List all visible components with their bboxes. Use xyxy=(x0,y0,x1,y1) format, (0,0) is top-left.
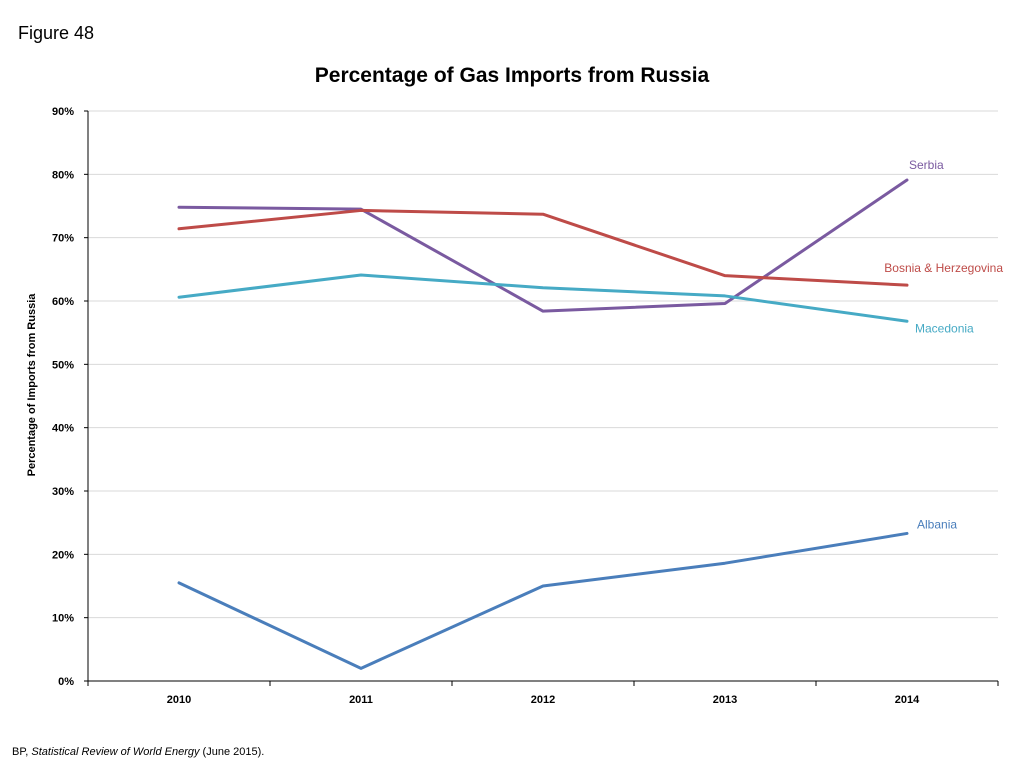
gridlines xyxy=(88,110,998,619)
y-tick-label: 40% xyxy=(52,423,74,435)
series-line-macedonia xyxy=(177,273,909,323)
series-label: Albania xyxy=(917,517,957,531)
figure-label: Figure 48 xyxy=(18,23,95,43)
y-tick-label: 60% xyxy=(52,296,74,308)
source-title: Statistical Review of World Energy xyxy=(31,746,200,758)
source-suffix: (June 2015). xyxy=(199,746,265,758)
series-line-albania xyxy=(177,531,909,670)
y-axis-label: Percentage of Imports from Russia xyxy=(26,293,38,477)
series-label: Macedonia xyxy=(915,321,974,335)
series-line-bosnia-herzegovina xyxy=(177,208,909,287)
y-tick-labels: 0% 10% 20% 30% 40% 50% 60% 70% 80% 90% xyxy=(52,106,74,688)
series-label: Serbia xyxy=(909,158,944,172)
x-tick-label: 2013 xyxy=(713,694,737,706)
source-note: BP, Statistical Review of World Energy (… xyxy=(12,746,264,758)
x-tick-label: 2011 xyxy=(349,694,373,706)
y-tick-label: 80% xyxy=(52,169,74,181)
series-line-serbia xyxy=(177,178,909,313)
x-tick-labels: 2010 2011 2012 2013 2014 xyxy=(167,694,920,706)
series-lines xyxy=(177,178,909,670)
y-tick-label: 30% xyxy=(52,486,74,498)
series-labels: Serbia Bosnia & Herzegovina Macedonia Alban… xyxy=(884,158,1003,531)
y-tick-label: 0% xyxy=(58,676,74,688)
x-tick-label: 2014 xyxy=(895,694,920,706)
axes xyxy=(84,110,999,686)
y-tick-label: 20% xyxy=(52,549,74,561)
x-tick-label: 2010 xyxy=(167,694,191,706)
y-tick-label: 50% xyxy=(52,359,74,371)
y-tick-label: 70% xyxy=(52,233,74,245)
y-tick-label: 10% xyxy=(52,613,74,625)
x-tick-label: 2012 xyxy=(531,694,555,706)
y-tick-label: 90% xyxy=(52,106,74,118)
series-label: Bosnia & Herzegovina xyxy=(884,261,1003,275)
source-prefix: BP, xyxy=(12,746,32,758)
chart-title: Percentage of Gas Imports from Russia xyxy=(314,64,710,87)
